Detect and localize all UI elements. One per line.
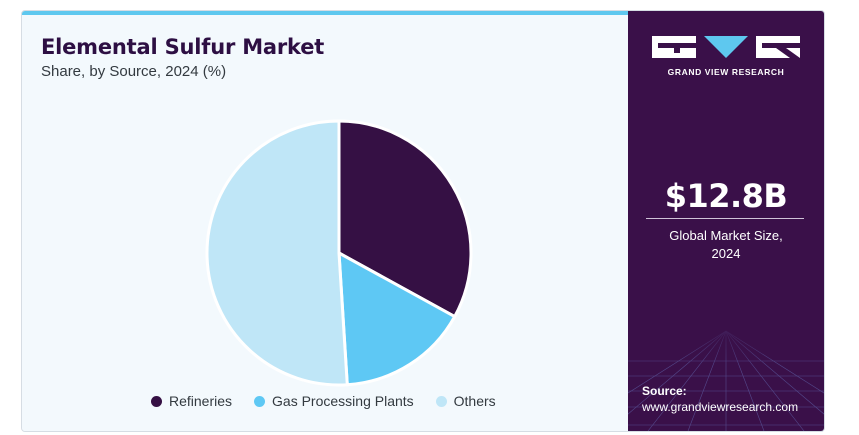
chart-legend: Refineries Gas Processing Plants Others: [151, 393, 518, 409]
summary-panel: GRAND VIEW RESEARCH $12.8B Global Market…: [628, 11, 824, 431]
logo-mark: [652, 36, 800, 58]
perspective-grid-decoration: [628, 321, 824, 431]
logo-r-shape: [756, 36, 800, 58]
chart-panel: Elemental Sulfur Market Share, by Source…: [22, 15, 628, 431]
source-note: Source: www.grandviewresearch.com: [642, 383, 798, 415]
pie-slice-others: [205, 119, 349, 387]
top-accent-strip: [22, 11, 628, 15]
legend-swatch-others: [435, 395, 447, 407]
pie-slice-refineries: [337, 119, 473, 319]
legend-item-refineries: Refineries: [151, 393, 232, 409]
logo-v-shape: [704, 36, 748, 58]
market-label-line1: Global Market Size,: [669, 228, 783, 243]
value-divider: [646, 218, 804, 219]
market-size-value: $12.8B: [664, 177, 788, 215]
legend-label: Gas Processing Plants: [272, 393, 414, 409]
market-size-label: Global Market Size, 2024: [628, 227, 824, 263]
infographic-card: Elemental Sulfur Market Share, by Source…: [21, 10, 825, 432]
logo-g-shape: [652, 36, 696, 58]
legend-swatch-refineries: [151, 395, 162, 407]
source-label: Source:: [642, 384, 687, 398]
legend-label: Refineries: [169, 393, 233, 409]
grand-view-research-logo: GRAND VIEW RESEARCH: [652, 36, 800, 77]
pie-slice-gas-processing-plants: [337, 251, 457, 387]
market-label-line2: 2024: [711, 246, 741, 261]
pie-chart: [205, 119, 473, 387]
legend-swatch-gas-processing-plants: [254, 395, 266, 407]
logo-text: GRAND VIEW RESEARCH: [667, 67, 785, 77]
legend-item-others: Others: [435, 393, 496, 409]
source-url: www.grandviewresearch.com: [642, 400, 799, 414]
chart-subtitle: Share, by Source, 2024 (%): [41, 63, 227, 80]
legend-item-gas-processing-plants: Gas Processing Plants: [254, 393, 414, 409]
chart-title: Elemental Sulfur Market: [41, 35, 325, 59]
legend-label: Others: [453, 393, 496, 409]
